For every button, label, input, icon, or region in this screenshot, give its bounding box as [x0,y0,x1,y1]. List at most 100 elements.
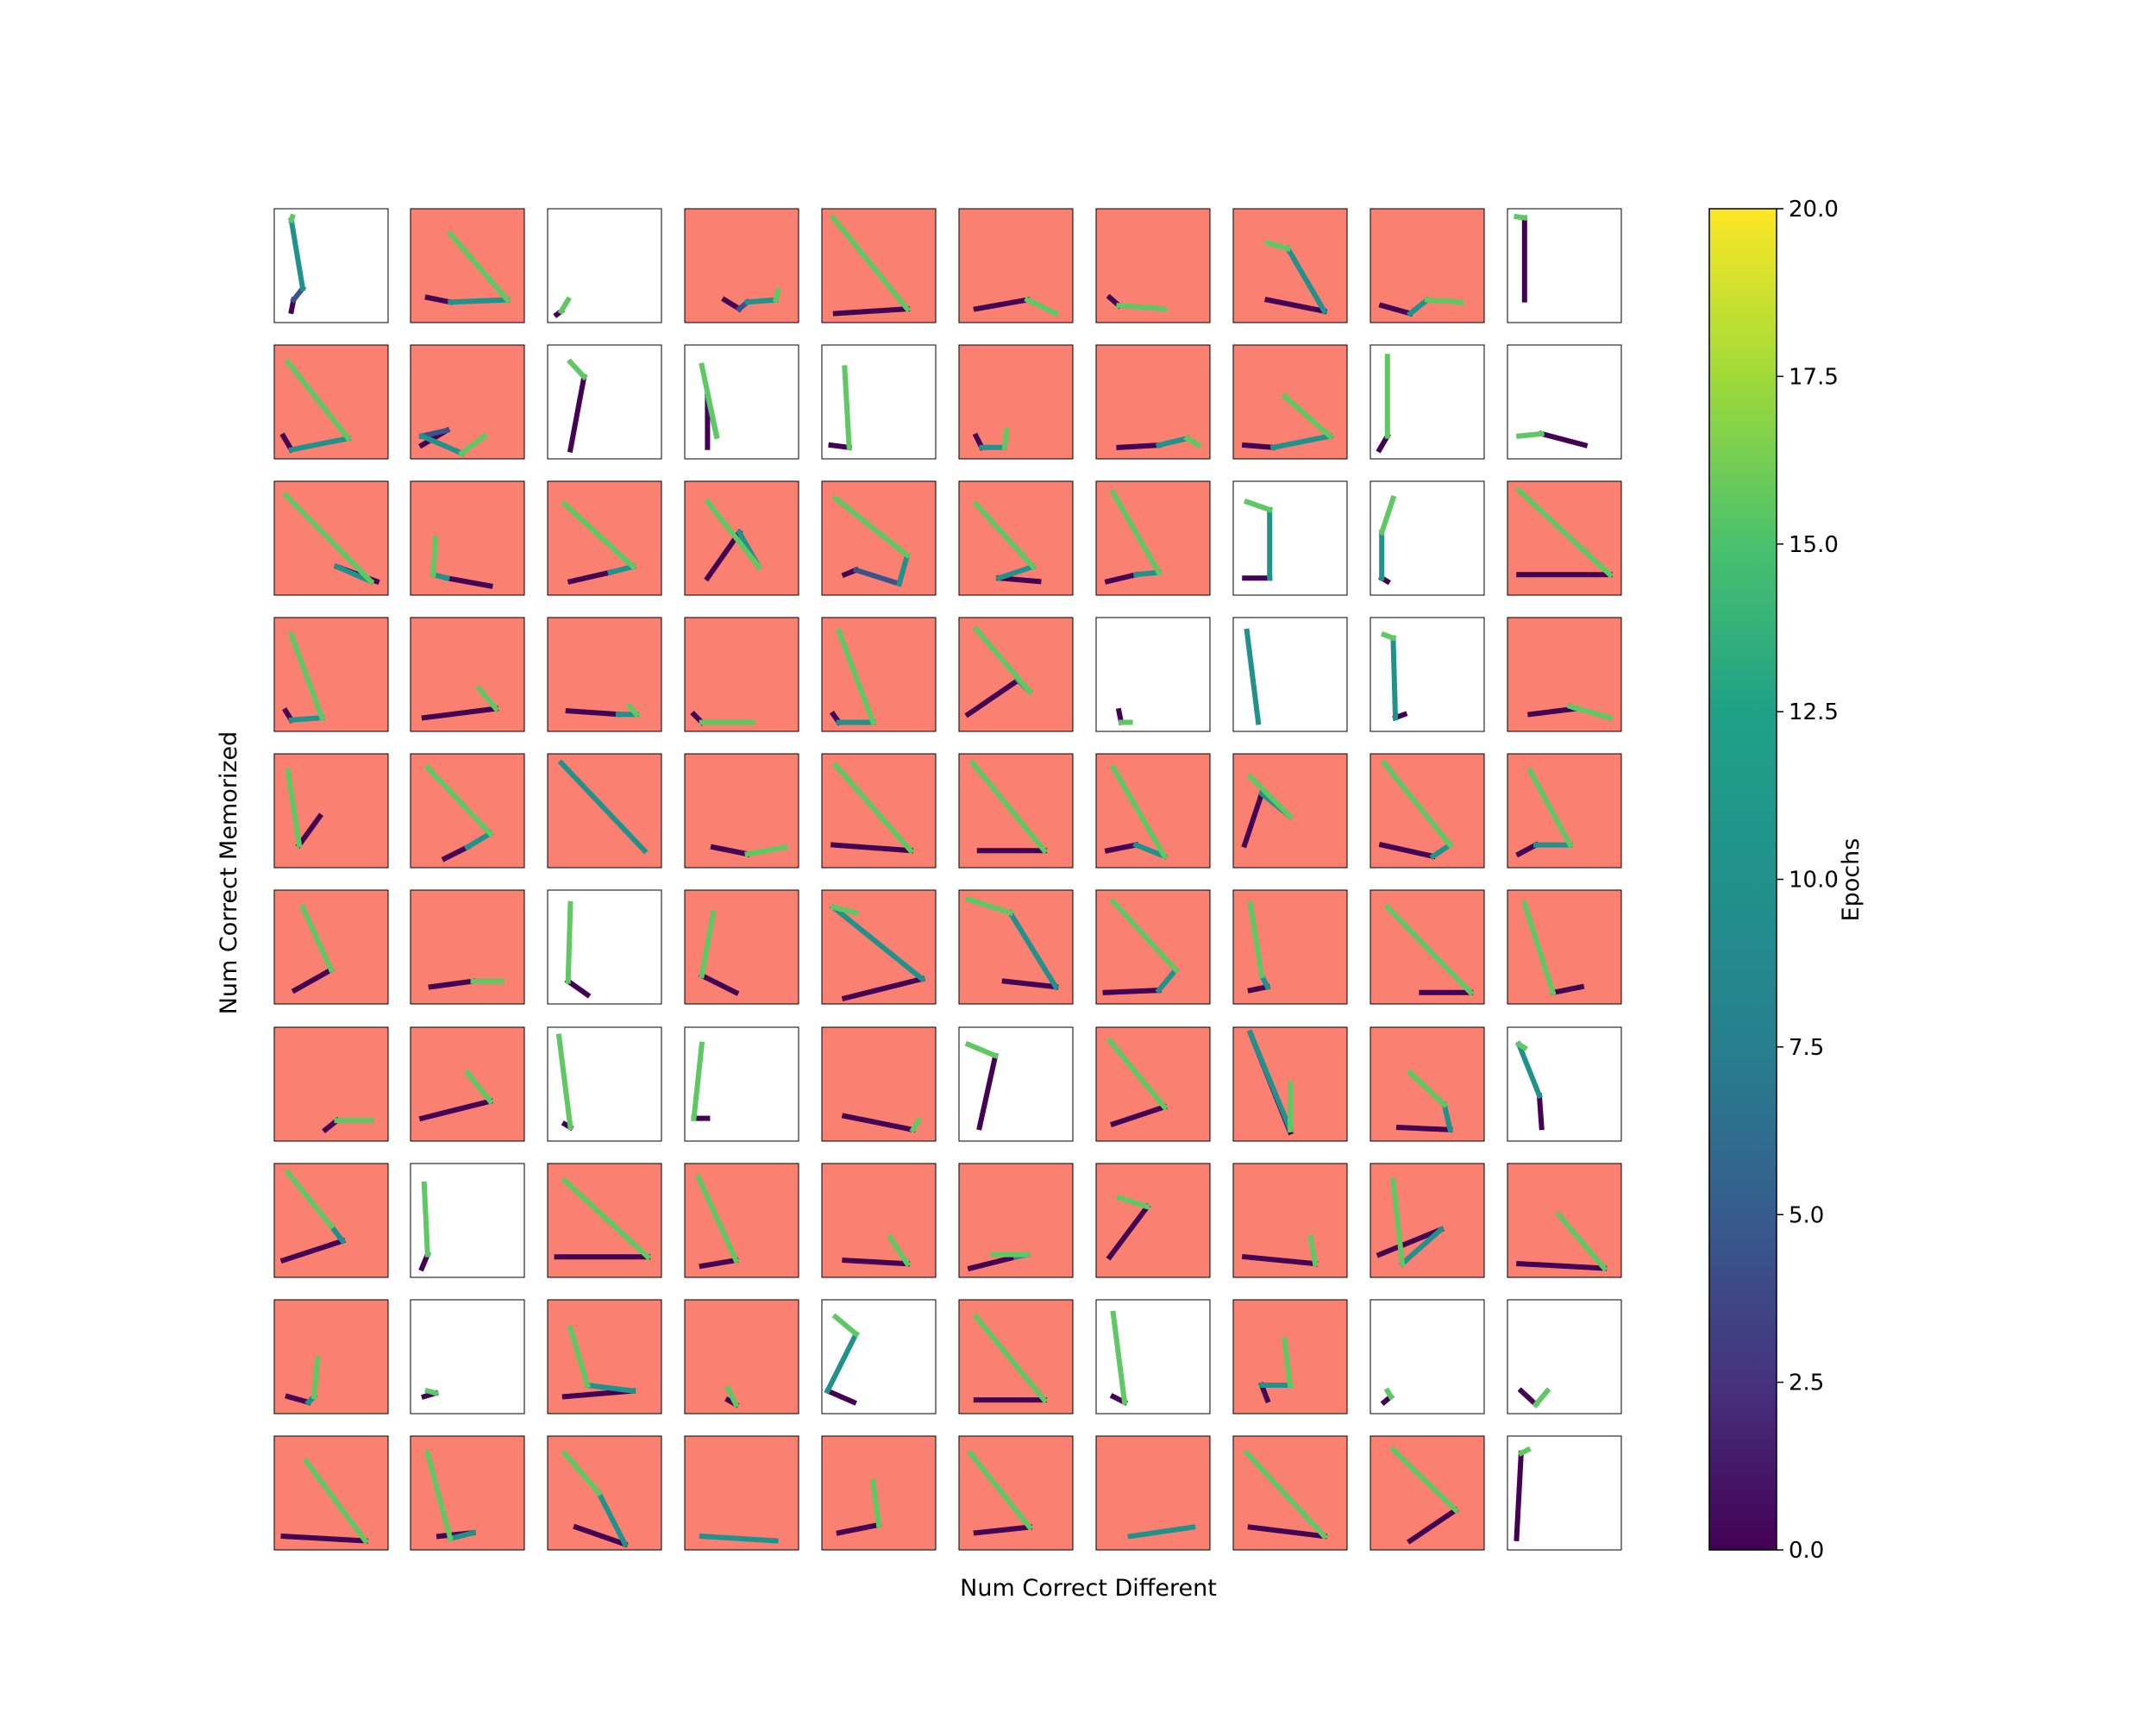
trajectory-segment [1424,297,1464,305]
trajectory-segment [1246,773,1294,820]
panel-6-9 [1507,1026,1622,1142]
trajectory-segment [828,442,853,451]
trajectory-segment [564,977,592,999]
trajectory-segment [831,761,915,855]
panel-6-8 [1369,1026,1485,1142]
trajectory-segment [424,294,454,305]
trajectory-segment [1383,1387,1395,1401]
trajectory-segment [1155,435,1191,448]
trajectory-segment [1380,759,1454,849]
trajectory-segment [1127,1524,1196,1540]
panel-1-2 [547,344,662,460]
trajectory-segment [1376,1226,1445,1258]
trajectory-segment [744,297,779,305]
trajectory-segment [285,1393,312,1406]
trajectory-segment [824,1330,860,1395]
trajectory-segment [995,563,1037,581]
panel-7-1 [410,1163,525,1278]
panel-background [547,344,662,460]
panel-4-6 [1095,753,1211,869]
panel-8-6 [1095,1299,1211,1414]
trajectory-segment [565,708,622,718]
panel-9-3 [684,1435,799,1551]
trajectory-segment [1241,790,1265,849]
colorbar-tick-label: 5.0 [1789,1202,1824,1228]
panel-0-6 [1095,208,1211,323]
trajectory-segment [772,287,781,304]
trajectory-segment [567,373,587,453]
colorbar-tick-label: 12.5 [1789,699,1839,725]
trajectory-segment [1516,1261,1608,1271]
trajectory-segment [1110,1310,1128,1406]
trajectory-segment [1517,1446,1532,1457]
panel-background [684,617,799,732]
panel-9-5 [958,1435,1074,1551]
trajectory-segment [1521,900,1557,996]
trajectory-segment [430,535,439,578]
trajectory-segment [1001,427,1010,451]
trajectory-segment [842,365,852,450]
trajectory-segment [288,435,352,453]
trajectory-segment [976,1052,999,1131]
trajectory-segment [909,1117,923,1133]
colorbar-tick-label: 15.0 [1789,532,1839,558]
panel-4-0 [273,753,389,869]
panel-6-6 [1095,1026,1211,1142]
panel-3-8 [1369,617,1485,732]
x-axis-label: Num Correct Different [960,1575,1217,1602]
trajectory-segment [584,1382,636,1394]
trajectory-segment [841,1113,917,1133]
trajectory-segment [1024,296,1060,317]
trajectory-segment [964,676,1022,718]
trajectory-segment [561,1449,603,1497]
trajectory-segment [1538,430,1589,448]
panel-background [1369,1435,1485,1551]
trajectory-segment [287,630,326,722]
trajectory-segment [1429,841,1454,860]
trajectory-segment [421,706,499,721]
panel-8-0 [273,1299,389,1414]
trajectory-segment [1263,239,1292,252]
panel-2-2 [547,480,662,596]
trajectory-segment [1106,1037,1169,1111]
trajectory-segment [964,895,1014,917]
trajectory-segment [418,1098,494,1122]
trajectory-segment [1001,978,1059,990]
panel-background [1369,1163,1485,1278]
panel-6-7 [1232,1026,1348,1142]
panel-7-9 [1507,1163,1622,1278]
panel-5-5 [958,889,1074,1005]
trajectory-segment [606,563,636,576]
trajectory-segment [423,763,494,837]
panel-0-2 [547,208,662,323]
panel-7-4 [821,1163,937,1278]
panel-0-0 [273,208,389,323]
trajectory-segment [567,569,614,585]
trajectory-segment [1284,245,1328,315]
trajectory-segment [1380,630,1397,642]
panel-5-6 [1095,889,1211,1005]
trajectory-segment [280,1533,368,1544]
panel-7-3 [684,1163,799,1278]
trajectory-segment [1515,1040,1543,1100]
trajectory-segment [463,830,494,851]
panel-background [958,480,1074,596]
trajectory-segment [327,1222,347,1245]
trajectory-segment [555,1033,573,1131]
panel-4-8 [1369,753,1485,869]
colorbar-ticks: 0.0 2.5 5.0 7.5 10.0 12.5 15.0 17.5 20.0 [1777,197,1839,1564]
trajectory-segment [724,1384,740,1408]
trajectory-segment [1515,1040,1528,1051]
trajectory-segment [1398,1226,1445,1268]
trajectory-segment [288,216,306,292]
panel-3-5 [958,617,1074,732]
trajectory-segment [1104,842,1139,854]
trajectory-segment [424,1387,439,1396]
panel-2-0 [273,480,389,596]
trajectory-segment [824,1387,857,1406]
panel-background [684,889,799,1005]
trajectory-segment [887,1233,912,1268]
trajectory-segment [968,759,1049,855]
panel-0-3 [684,208,799,323]
